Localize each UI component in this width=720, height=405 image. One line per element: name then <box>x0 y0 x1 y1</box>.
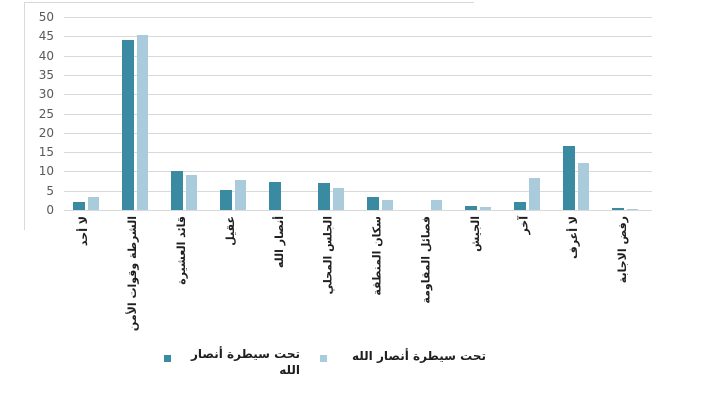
legend-marker-series1[interactable] <box>164 355 171 362</box>
y-axis-label: 25 <box>38 106 54 121</box>
y-axis-label: 45 <box>38 29 54 44</box>
y-axis-label: 10 <box>38 164 54 179</box>
bar-series1-4[interactable] <box>269 182 281 210</box>
gridline <box>64 114 652 115</box>
bar-series2-8[interactable] <box>479 206 491 210</box>
gridline <box>64 75 652 76</box>
bar-series2-2[interactable] <box>185 175 197 210</box>
bar-series1-9[interactable] <box>514 202 526 210</box>
gridline <box>64 171 652 172</box>
x-axis-label: فصائل المقاومة <box>420 216 433 304</box>
x-axis-label: عقيل <box>224 216 237 246</box>
bar-series2-1[interactable] <box>136 34 148 210</box>
bar-series1-1[interactable] <box>122 40 134 210</box>
bar-series1-8[interactable] <box>465 205 477 210</box>
bar-series2-5[interactable] <box>332 188 344 210</box>
bar-series1-0[interactable] <box>73 202 85 210</box>
gridline <box>64 56 652 57</box>
bar-series1-6[interactable] <box>367 197 379 210</box>
bar-series2-9[interactable] <box>528 178 540 210</box>
gridline <box>64 36 652 37</box>
y-axis-label: 5 <box>46 183 54 198</box>
x-axis-label: رفض الاجابة <box>616 216 629 284</box>
frame-left-line <box>24 2 25 230</box>
bar-series2-6[interactable] <box>381 200 393 210</box>
legend-label-series2[interactable]: تحت سيطرة أنصار الله <box>352 349 486 363</box>
y-axis-label: 50 <box>38 10 54 24</box>
gridline <box>64 94 652 95</box>
y-axis-label: 20 <box>38 125 54 140</box>
x-axis-label: لا أحد <box>77 216 90 247</box>
legend-marker-series2[interactable] <box>320 355 327 362</box>
legend-label-series1[interactable]: تحت سيطرة أنصار الله <box>190 347 300 377</box>
x-axis-label: الشرطة وقوات الأمن <box>126 216 139 332</box>
gridline <box>64 133 652 134</box>
x-axis-label: الجيش <box>469 216 482 252</box>
x-axis-label: آخر <box>518 216 531 235</box>
y-axis-label: 35 <box>38 67 54 82</box>
x-axis-label: قائد العشيرة <box>175 216 188 285</box>
y-axis-label: 15 <box>38 145 54 160</box>
frame-top-line <box>24 2 474 3</box>
bar-series2-3[interactable] <box>234 180 246 210</box>
bar-series1-11[interactable] <box>612 208 624 210</box>
gridline <box>64 210 652 211</box>
x-axis-label: الجلس المحلي <box>322 216 335 295</box>
gridline <box>64 191 652 192</box>
bar-series1-10[interactable] <box>563 145 575 210</box>
y-axis-label: 40 <box>38 48 54 63</box>
bar-series2-10[interactable] <box>577 162 589 210</box>
plot-area <box>64 17 652 211</box>
bar-series1-5[interactable] <box>318 182 330 210</box>
gridline <box>64 17 652 18</box>
bar-series1-2[interactable] <box>171 171 183 210</box>
bar-series2-0[interactable] <box>87 196 99 210</box>
y-axis-label: 0 <box>46 203 54 217</box>
x-axis-label: سكان المنطقة <box>371 216 384 296</box>
x-axis-label: أنصار الله <box>273 216 286 269</box>
bar-series2-7[interactable] <box>430 199 442 210</box>
gridline <box>64 152 652 153</box>
bar-series2-11[interactable] <box>626 209 638 210</box>
bar-series1-3[interactable] <box>220 189 232 210</box>
x-axis-label: لا أعرف <box>567 216 580 259</box>
y-axis-label: 30 <box>38 87 54 102</box>
